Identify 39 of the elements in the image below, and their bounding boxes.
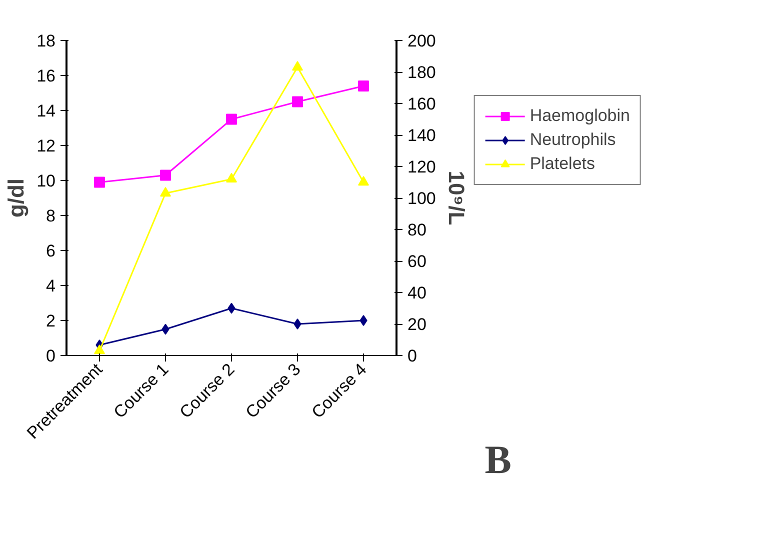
legend-label: Haemoglobin bbox=[530, 106, 630, 126]
point bbox=[94, 176, 105, 188]
point bbox=[360, 315, 368, 326]
y-tick-label: 16 bbox=[36, 66, 56, 86]
point bbox=[94, 344, 105, 354]
y2-tick-label: 200 bbox=[408, 32, 436, 50]
point bbox=[160, 170, 171, 181]
point bbox=[160, 187, 171, 197]
point bbox=[358, 80, 369, 92]
point bbox=[226, 172, 237, 182]
point bbox=[294, 318, 302, 330]
point bbox=[358, 176, 369, 186]
y-tick-label: 12 bbox=[36, 136, 56, 156]
y2-tick-label: 20 bbox=[408, 315, 426, 334]
y-axis-title: g/dl bbox=[4, 178, 29, 218]
y2-tick-label: 100 bbox=[408, 189, 436, 208]
y-tick-label: 2 bbox=[46, 312, 56, 330]
y-tick-label: 10 bbox=[36, 172, 56, 190]
y2-tick-label: 40 bbox=[408, 284, 426, 302]
y2-tick-label: 0 bbox=[408, 346, 417, 366]
y-tick-label: 8 bbox=[46, 206, 56, 226]
y-tick-label: 0 bbox=[46, 346, 56, 366]
point bbox=[292, 96, 303, 108]
point bbox=[226, 114, 237, 125]
y2-axis-title: 10⁹/L bbox=[444, 170, 469, 226]
y2-tick-label: 60 bbox=[408, 252, 426, 271]
y2-tick-label: 160 bbox=[408, 94, 436, 114]
point bbox=[292, 61, 303, 71]
text: B bbox=[484, 437, 512, 482]
y-tick-label: 6 bbox=[46, 242, 56, 260]
y2-tick-label: 180 bbox=[408, 63, 436, 82]
y2-tick-label: 80 bbox=[408, 220, 426, 240]
legend-label: Neutrophils bbox=[530, 130, 616, 150]
y2-tick-label: 140 bbox=[408, 126, 436, 145]
y-tick-label: 18 bbox=[36, 32, 56, 50]
y-tick-label: 4 bbox=[46, 276, 56, 296]
legend-label: Platelets bbox=[530, 154, 596, 174]
y2-tick-label: 120 bbox=[408, 158, 436, 176]
y-tick-label: 14 bbox=[36, 102, 56, 120]
